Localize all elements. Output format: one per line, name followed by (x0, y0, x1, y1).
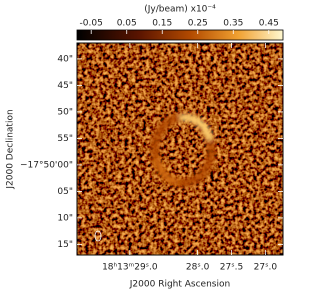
plot-frame (76, 42, 284, 256)
colorbar-tick-label: -0.05 (80, 19, 103, 29)
noise (77, 43, 283, 255)
y-axis-label: J2000 Declination (6, 109, 16, 189)
y-tick-label: 55" (57, 134, 73, 144)
colorbar-tick-label: 0.15 (152, 19, 172, 29)
x-tick-label: 18ʰ13ᵐ29ˢ.0 (102, 263, 158, 273)
beam (94, 230, 102, 242)
image (77, 43, 283, 255)
x-tick-label: 28ˢ.0 (186, 263, 210, 273)
colorbar (76, 29, 284, 41)
ring (150, 112, 216, 188)
x-tick-label: 27ˢ.0 (254, 263, 278, 273)
chart: (Jy/beam) x10⁻⁴ J2000 Declination J2000 … (6, 5, 284, 290)
y-tick-label: 15" (57, 240, 73, 250)
colorbar-tick-label: 0.45 (259, 19, 279, 29)
y-tick-label: 10" (57, 213, 73, 223)
y-tick-label: 50" (57, 107, 73, 117)
y-tick-label: 40" (57, 54, 73, 64)
colorbar-tick-label: 0.25 (188, 19, 208, 29)
x-axis-label: J2000 Right Ascension (129, 280, 230, 290)
colorbar-tick-label: 0.35 (223, 19, 243, 29)
colorbar-tick-label: 0.05 (117, 19, 137, 29)
y-tick-label: −17°50'00" (20, 160, 73, 170)
colorbar-label: (Jy/beam) x10⁻⁴ (144, 5, 216, 15)
x-tick-label: 27ˢ.5 (220, 263, 243, 273)
y-tick-label: 45" (57, 81, 73, 91)
y-tick-label: 05" (57, 187, 73, 197)
